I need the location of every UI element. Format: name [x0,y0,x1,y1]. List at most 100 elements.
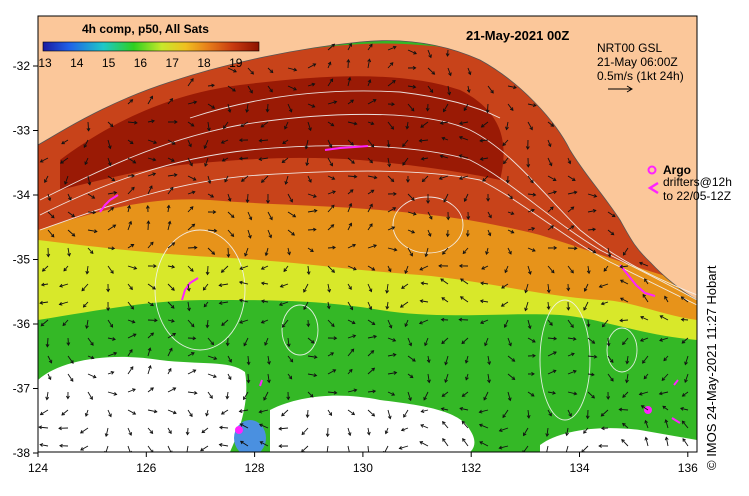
current-vector [421,409,429,413]
current-vector-head [479,138,484,143]
current-vector [681,337,689,344]
current-vector [487,229,491,236]
current-vector [423,391,429,401]
current-vector-head [643,375,648,380]
current-vector-head [213,228,218,233]
current-vector-head [167,220,172,225]
current-vector-head [313,373,318,378]
current-vector-head [249,89,253,94]
current-vector [441,408,449,411]
current-vector [127,157,136,164]
current-vector-head [529,126,533,131]
current-vector [547,391,556,394]
current-vector [601,409,609,417]
x-tick-label: 126 [136,461,156,475]
current-vector [507,103,514,111]
current-vector [420,300,429,303]
current-vector [307,355,317,358]
current-vector [347,77,351,87]
current-vector [67,355,74,364]
current-vector-head [369,203,373,208]
current-vector [207,391,213,399]
current-vector [347,43,352,51]
current-vector [499,445,509,449]
current-vector-head [327,61,332,66]
current-vector [567,319,574,328]
no-data-cloud-1 [38,356,247,452]
current-vector [567,409,572,417]
current-vector-head [205,324,210,329]
current-vector-head [553,336,558,341]
current-vector [502,409,509,418]
current-vector-head [644,436,649,441]
current-vector-head [192,336,197,341]
current-vector-head [545,433,550,437]
current-vector-head [149,95,153,100]
current-vector-head [526,164,531,168]
current-vector-head [258,423,263,428]
current-vector [47,373,52,380]
y-axis: -32 -33 -34 -35 -36 -37 -38 [13,59,38,460]
argo-marker-icon [647,165,657,175]
current-vector-head [511,358,516,362]
current-vector-head [443,198,447,203]
current-vector [387,372,397,375]
current-vector [259,157,269,160]
current-vector-head [220,140,225,144]
current-vector [187,352,195,357]
current-vector [267,229,272,238]
current-vector-head [287,251,291,256]
current-vector-head [371,267,376,271]
current-vector-head [129,286,133,291]
current-vector [641,405,649,411]
current-vector [443,193,449,203]
current-vector-head [134,120,138,125]
current-vector [127,301,134,310]
current-vector-head [174,120,178,124]
current-vector [387,62,394,69]
current-vector [187,283,190,291]
current-vector-head [89,250,94,255]
current-vector [367,99,377,105]
current-vector-head [41,268,46,272]
current-vector-head [269,69,274,74]
current-vector [639,262,649,267]
current-vector-head [82,303,87,308]
current-vector-head [570,225,575,229]
current-vector [280,283,289,288]
current-vector-head [412,84,417,89]
current-vector [507,229,514,234]
current-vector-head [152,157,157,162]
current-vector-head [373,244,378,248]
current-vector [203,283,209,291]
current-vector [127,187,135,195]
current-vector [67,229,76,237]
current-vector-head [129,99,134,103]
current-vector-head [346,58,351,63]
current-vector [387,409,391,419]
current-vector [261,265,269,270]
current-vector-head [169,186,174,191]
current-vector [167,221,171,231]
x-tick-label: 124 [28,461,48,475]
current-vector-head [45,396,50,401]
current-vector [187,391,197,394]
current-vector-head [210,194,215,198]
current-vector-head [153,409,158,414]
current-vector-head [386,143,391,148]
current-vector [447,67,452,76]
current-vector-head [490,89,494,94]
current-vector [347,121,357,125]
current-vector [621,439,629,447]
current-vector-head [532,103,537,108]
current-vector [261,319,269,324]
current-vector-head [508,250,512,255]
current-vector-head [260,179,265,183]
current-vector-head [325,433,330,438]
current-vector [421,157,429,160]
current-vector-head [47,376,52,381]
current-vector [661,373,669,381]
current-vector-head [638,261,643,266]
current-vector [107,409,112,417]
current-vector [682,438,689,447]
